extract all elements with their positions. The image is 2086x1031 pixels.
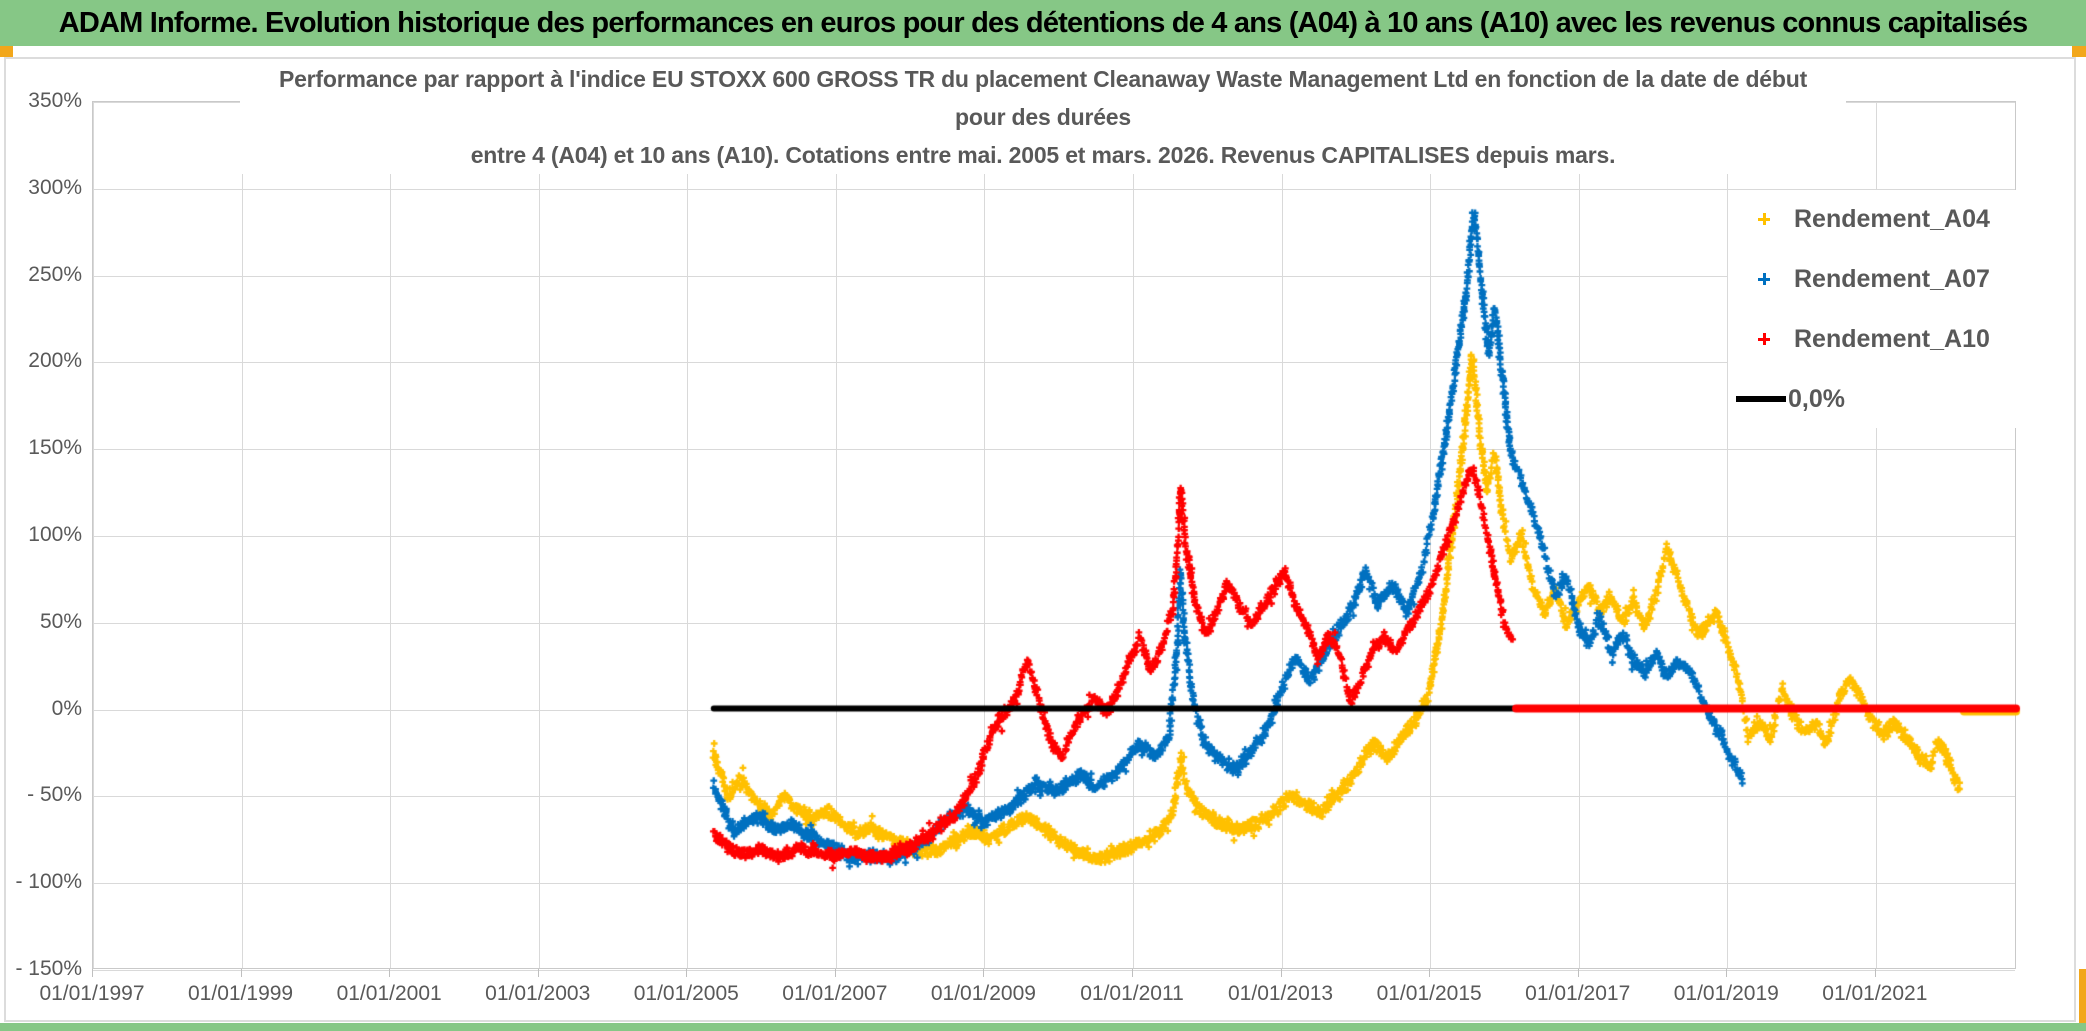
line-marker-icon [1736,396,1786,402]
chart-title: Performance par rapport à l'indice EU ST… [240,60,1846,174]
legend-item: Rendement_A04 [1728,192,2018,246]
chart-title-line2: pour des durées [955,104,1131,130]
plus-marker-icon [1756,331,1772,347]
legend-label: Rendement_A10 [1794,324,1990,353]
plus-marker-icon [1756,271,1772,287]
legend-item: Rendement_A10 [1728,312,2018,366]
legend-label: 0,0% [1788,384,1845,413]
legend-item: 0,0% [1728,372,2018,426]
plus-marker-icon [1756,211,1772,227]
legend: Rendement_A04 Rendement_A07 Rendement_A10 0… [1728,190,2018,428]
legend-label: Rendement_A07 [1794,264,1990,293]
legend-item: Rendement_A07 [1728,252,2018,306]
chart-title-line1: Performance par rapport à l'indice EU ST… [278,66,1808,92]
chart-title-line3: entre 4 (A04) et 10 ans (A10). Cotations… [470,142,1616,168]
legend-label: Rendement_A04 [1794,204,1990,233]
